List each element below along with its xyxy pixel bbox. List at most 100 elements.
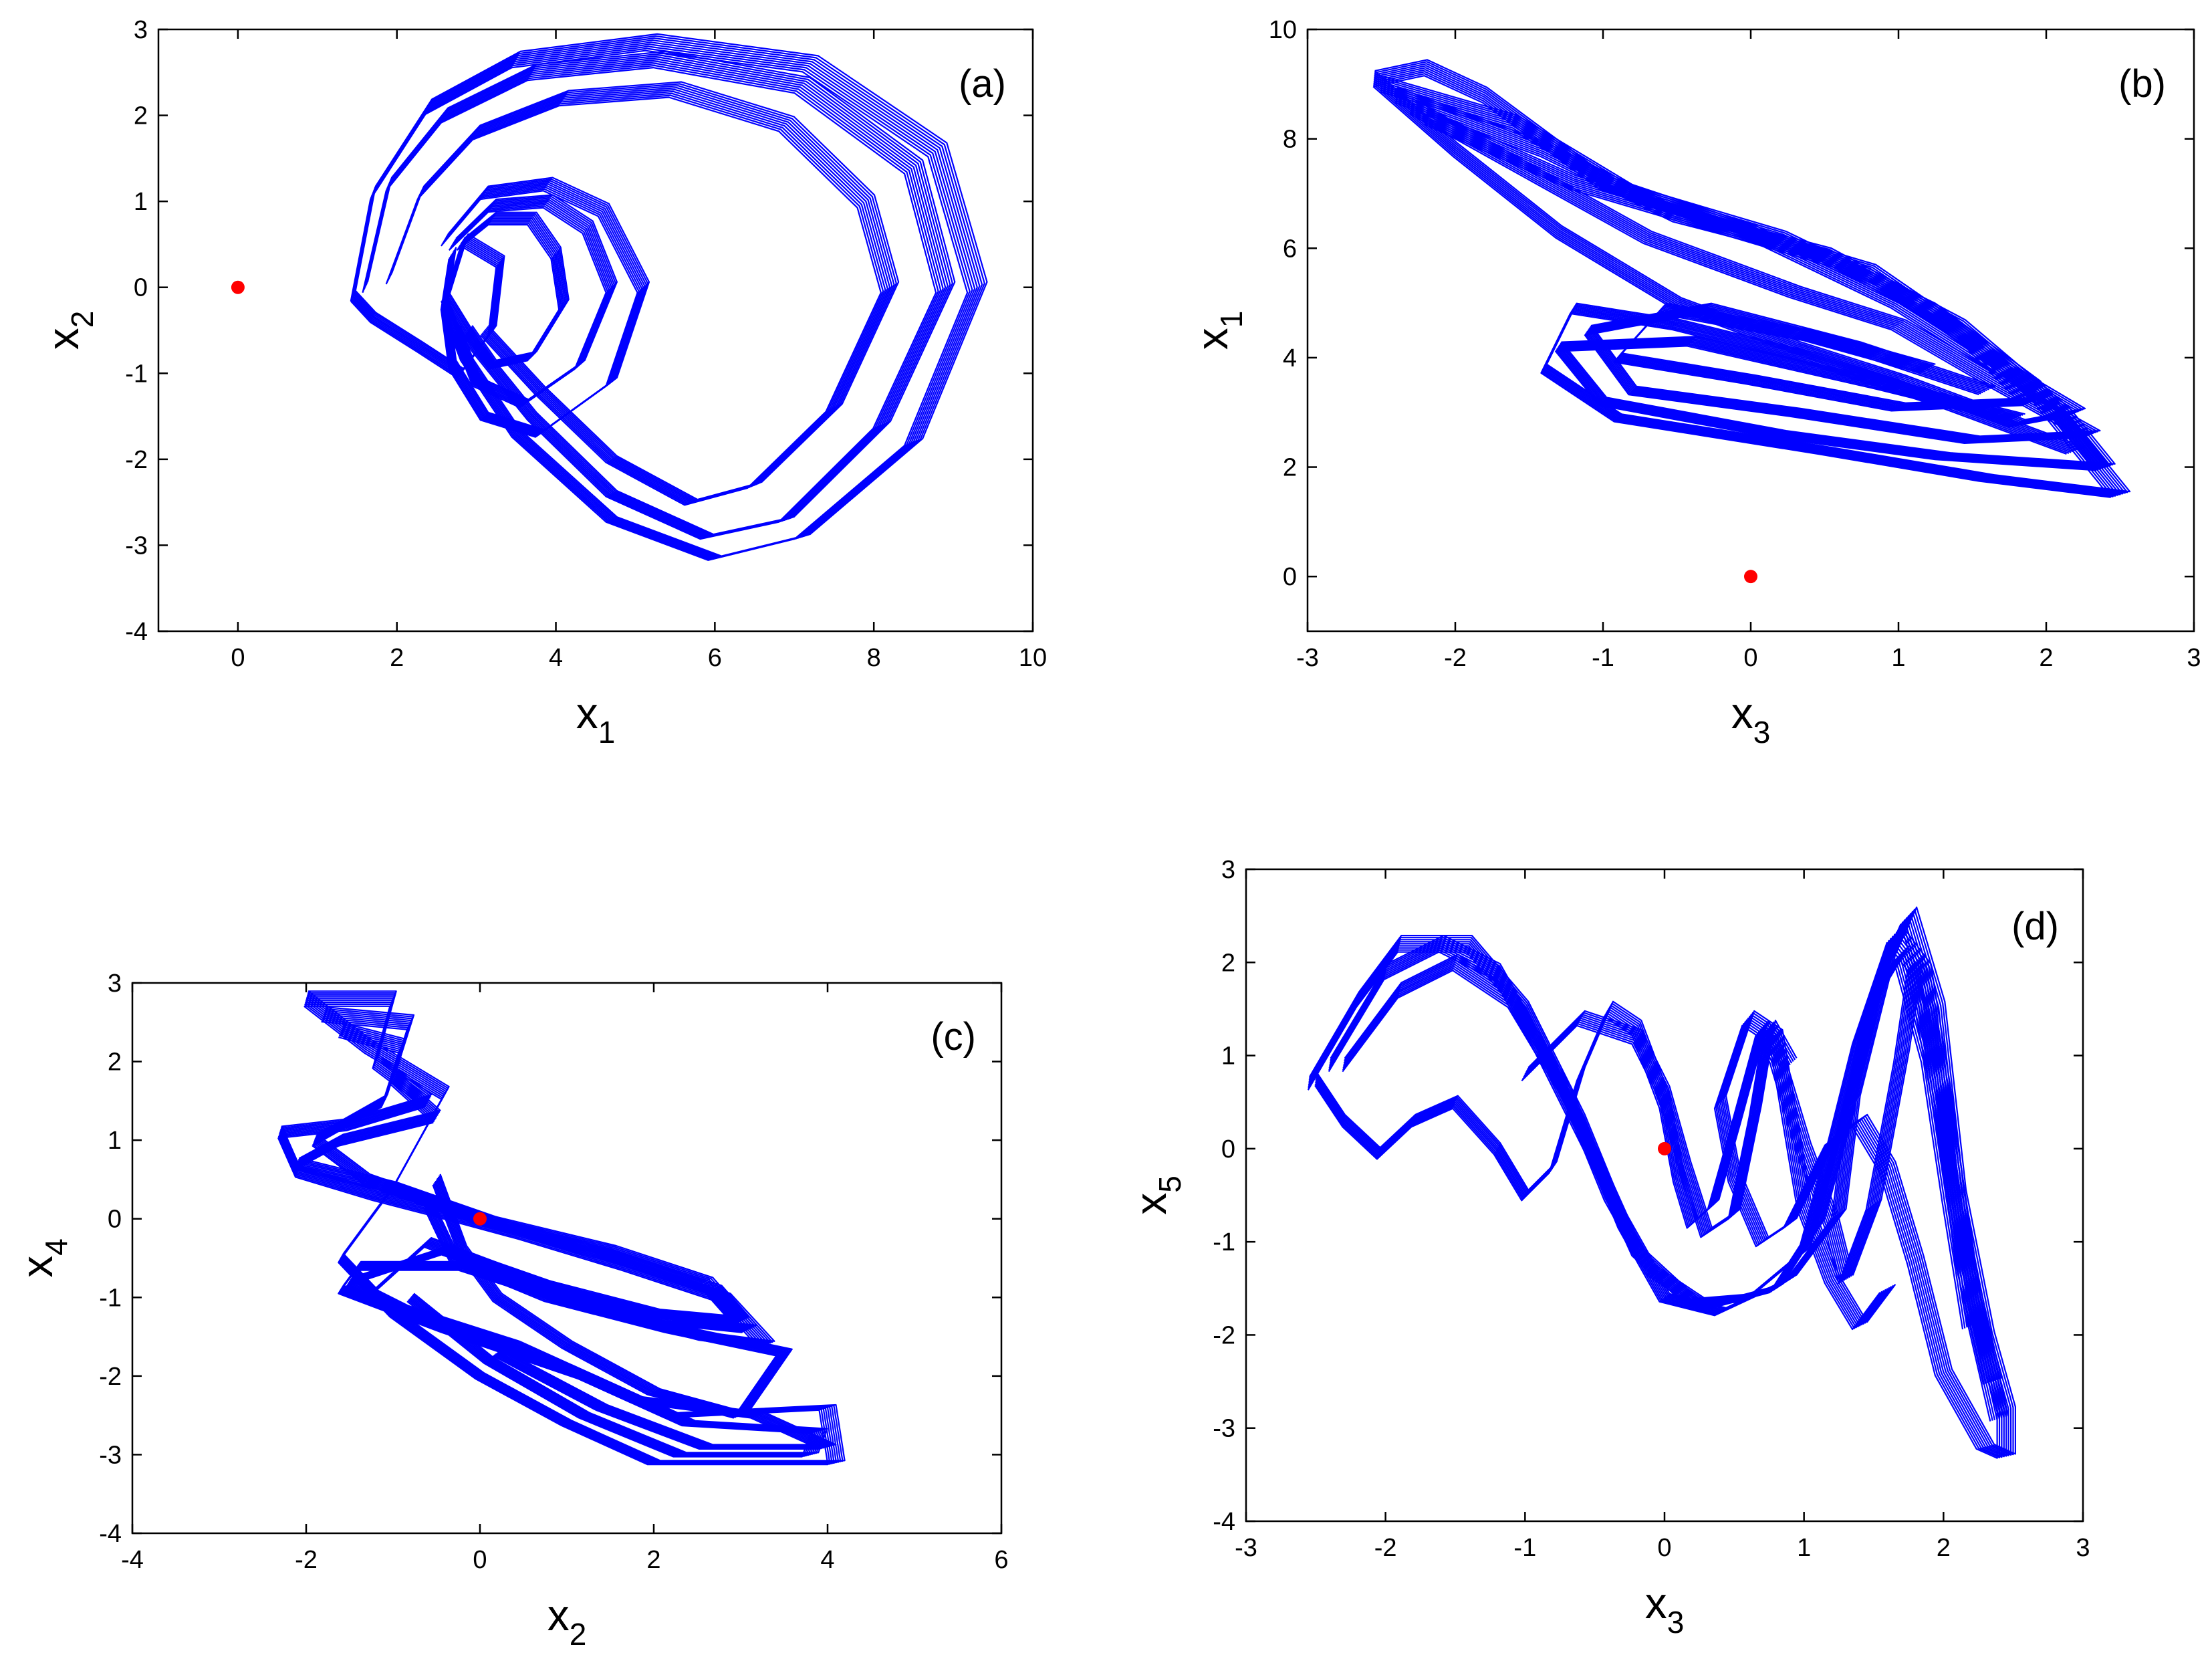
trajectory-series-2 [1329,931,1995,1381]
trajectory-series-4 [448,207,607,409]
trajectory-series-1 [366,50,956,536]
equilibrium-point [1658,1141,1671,1155]
trajectory-series-2 [390,81,900,501]
panel-c: -4 -2 0 2 4 6 -4 -3 -2 -1 0 1 2 3 (c) x2 x4 [12,970,1009,1652]
x-tick-label: -3 [1235,1534,1257,1562]
x-tick-label: -3 [1296,644,1319,672]
trajectory-series-4 [1521,1022,1786,1237]
trajectory-group [1307,906,2016,1459]
trajectory-series-4 [1425,120,2028,410]
x-tick-label: 3 [2187,644,2201,672]
y-tick-label: 2 [1283,454,1297,482]
y-tick-label: -2 [1213,1321,1235,1349]
trajectory-series-3 [1412,98,2101,437]
trajectory-series-1 [1314,966,1996,1420]
trajectory-series-5 [461,216,566,364]
trajectory-series-4 [1523,1021,1788,1236]
x-tick-label: -2 [1444,644,1467,672]
trajectory-series-1 [1381,81,2124,495]
trajectory-series-1 [1382,78,2128,493]
trajectory-series-1 [362,64,939,540]
trajectory-series-5 [457,222,562,369]
trajectory-series-0 [277,1003,831,1465]
y-tick-label: 2 [134,102,148,130]
trajectory-series-2 [387,90,888,504]
x-tick-label: -1 [1513,1534,1536,1562]
x-tick-label: 0 [231,644,245,672]
trajectory-series-2 [314,1031,827,1448]
y-tick-label: 0 [1221,1135,1235,1163]
y-tick-label: -4 [99,1520,122,1548]
trajectory-series-4 [453,197,615,403]
trajectory-series-0 [278,1001,833,1464]
x-tick-label: 1 [1891,644,1905,672]
y-tick-label: 2 [108,1048,122,1077]
y-tick-label: 1 [108,1127,122,1155]
y-tick-label: 3 [1221,856,1235,884]
y-tick-label: -3 [125,532,148,560]
trajectory-series-2 [315,1026,833,1447]
axes-frame [131,982,1003,1535]
trajectory-series-5 [460,217,565,366]
trajectory-series-5 [463,211,570,361]
x-tick-label: -1 [1592,644,1614,672]
trajectory-series-3 [425,1182,781,1418]
trajectory-series-4 [1524,1017,1791,1234]
trajectory-series-5 [458,221,562,368]
trajectory-series-5 [463,213,569,362]
trajectory-series-1 [1315,964,1998,1420]
trajectory-series-1 [364,58,947,538]
x-tick-label: 10 [1019,644,1047,672]
trajectory-series-3 [428,1178,787,1416]
trajectory-series-0 [277,1005,829,1466]
trajectory-series-4 [1523,1019,1790,1235]
trajectory-series-0 [1308,921,2001,1458]
trajectory-series-1 [1382,76,2131,493]
y-tick-label: 3 [108,970,122,998]
y-tick-label: -1 [99,1284,122,1312]
trajectory-series-0 [1374,59,2086,421]
trajectory-series-0 [1308,919,2003,1458]
equilibrium-point [1744,570,1757,584]
trajectory-series-2 [312,1034,822,1450]
panel-label: (c) [931,1015,976,1059]
trajectory-series-4 [1425,116,2032,408]
trajectory-series-0 [1308,915,2007,1457]
trajectory-series-3 [431,1174,793,1414]
x-tick-label: 4 [549,644,563,672]
trajectory-series-2 [314,1029,829,1448]
trajectory-series-2 [386,92,886,505]
y-tick-label: -2 [99,1363,122,1391]
panel-a: 0 2 4 6 8 10 -4 -3 -2 -1 0 1 2 3 (a) x1 x2 [38,16,1047,750]
trajectory-series-3 [427,1179,785,1416]
y-axis-label: x5 [1126,1176,1187,1215]
y-axis-label: x4 [12,1238,74,1278]
panel-label: (a) [959,62,1006,106]
x-axis-label: x1 [576,688,616,750]
x-axis-label: x3 [1731,688,1771,750]
trajectory-series-3 [447,177,650,431]
trajectory-series-1 [1314,968,1993,1421]
trajectory-series-1 [362,66,937,540]
y-tick-label: -1 [125,360,148,388]
equilibrium-point [231,280,245,294]
trajectory-series-1 [1315,960,2003,1419]
trajectory-series-2 [313,1032,824,1449]
trajectory-series-3 [426,1180,783,1417]
y-axis-label: x2 [38,311,100,350]
trajectory-series-4 [1526,1014,1794,1231]
y-axis-label: x1 [1187,311,1249,350]
trajectory-series-1 [1314,970,1991,1422]
x-tick-label: 6 [994,1546,1008,1574]
trajectory-series-2 [389,85,895,502]
x-tick-label: 2 [646,1546,660,1574]
y-tick-label: -4 [1213,1508,1235,1536]
x-tick-label: 3 [2076,1534,2090,1562]
trajectory-group [350,33,988,561]
trajectory-series-2 [1394,102,2097,471]
y-tick-label: 1 [134,188,148,216]
x-tick-label: -4 [121,1546,144,1574]
trajectory-series-4 [1426,112,2037,406]
trajectory-series-2 [388,87,893,503]
